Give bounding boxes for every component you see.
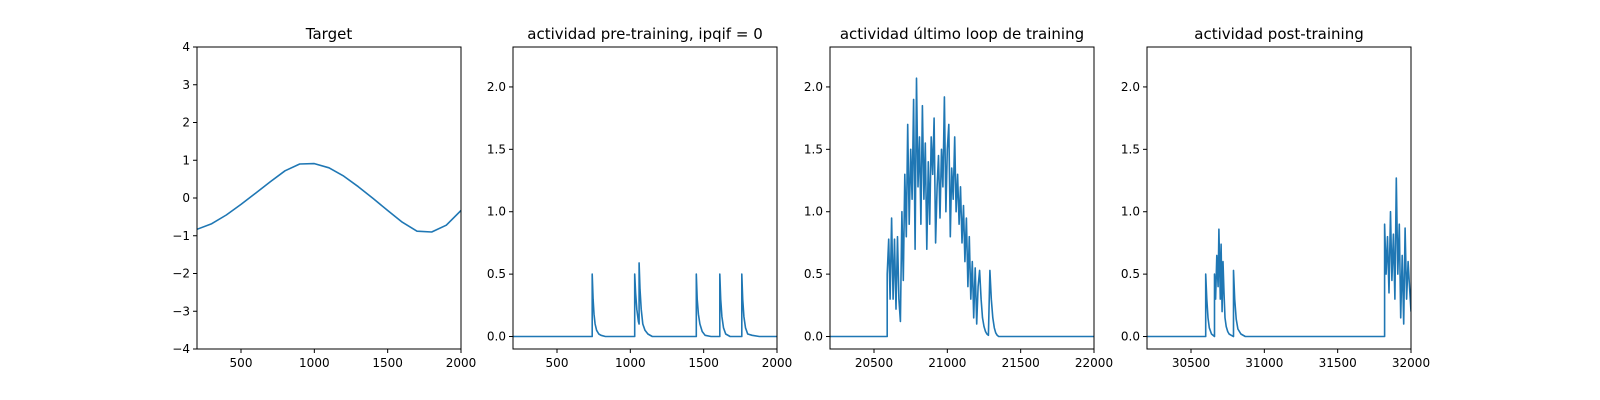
axes-frame	[829, 46, 1095, 350]
y-tick-label: 1	[182, 153, 190, 167]
y-tick-label: 1.0	[804, 205, 823, 219]
x-tick-label: 2000	[446, 356, 477, 370]
y-tick-label: −4	[172, 342, 190, 356]
subplot-title: actividad post-training	[1194, 25, 1363, 43]
y-tick-label: 3	[182, 78, 190, 92]
x-tick-label: 20500	[855, 356, 893, 370]
x-tick-label: 21000	[928, 356, 966, 370]
subplot-title: actividad pre-training, ipqif = 0	[527, 25, 763, 43]
y-tick-label: 1.5	[804, 142, 823, 156]
y-tick-label: 0.5	[1121, 267, 1140, 281]
subplot-title: Target	[305, 25, 353, 43]
x-tick-label: 1500	[688, 356, 719, 370]
y-tick-label: 0.0	[487, 330, 506, 344]
x-tick-label: 31000	[1245, 356, 1283, 370]
x-tick-label: 500	[230, 356, 253, 370]
subplot-3: actividad último loop de training 20500 21…	[804, 25, 1113, 370]
subplot-1: Target 500 1000 1500 2000 −4 −3 −2 −1 0 1 2 3 4	[172, 25, 476, 370]
y-tick-label: 4	[182, 40, 190, 54]
y-tick-label: 2.0	[487, 80, 506, 94]
y-tick-label: 0.0	[1121, 330, 1140, 344]
series-line-1	[197, 162, 461, 233]
axes-frame	[1146, 46, 1412, 350]
x-tick-label: 1000	[299, 356, 330, 370]
y-tick-label: 0	[182, 191, 190, 205]
x-tick-label: 22000	[1075, 356, 1113, 370]
x-tick-label: 30500	[1172, 356, 1210, 370]
y-tick-label: 2	[182, 116, 190, 130]
x-tick-label: 21500	[1002, 356, 1040, 370]
x-tick-label: 500	[546, 356, 569, 370]
y-tick-label: 0.5	[804, 267, 823, 281]
axes-frame	[196, 46, 462, 350]
x-tick-label: 31500	[1319, 356, 1357, 370]
y-tick-label: 0.0	[804, 330, 823, 344]
y-tick-label: 0.5	[487, 267, 506, 281]
x-tick-label: 32000	[1392, 356, 1430, 370]
y-tick-label: 2.0	[1121, 80, 1140, 94]
y-tick-label: 1.0	[487, 205, 506, 219]
y-tick-label: −1	[172, 229, 190, 243]
x-tick-label: 1000	[615, 356, 646, 370]
subplot-4: actividad post-training 30500 31000 31500 32…	[1121, 25, 1430, 370]
y-tick-label: 2.0	[804, 80, 823, 94]
series-line-1	[513, 262, 777, 338]
x-tick-label: 2000	[762, 356, 793, 370]
series-line-1	[1147, 177, 1411, 338]
y-tick-label: −3	[172, 304, 190, 318]
subplot-title: actividad último loop de training	[840, 25, 1084, 43]
y-tick-label: 1.5	[1121, 142, 1140, 156]
x-tick-label: 1500	[372, 356, 403, 370]
series-line-1	[830, 77, 1094, 338]
y-tick-label: 1.0	[1121, 205, 1140, 219]
axes-frame	[512, 46, 778, 350]
subplot-2: actividad pre-training, ipqif = 0 500 1000…	[487, 25, 792, 370]
y-tick-label: −2	[172, 267, 190, 281]
y-tick-label: 1.5	[487, 142, 506, 156]
